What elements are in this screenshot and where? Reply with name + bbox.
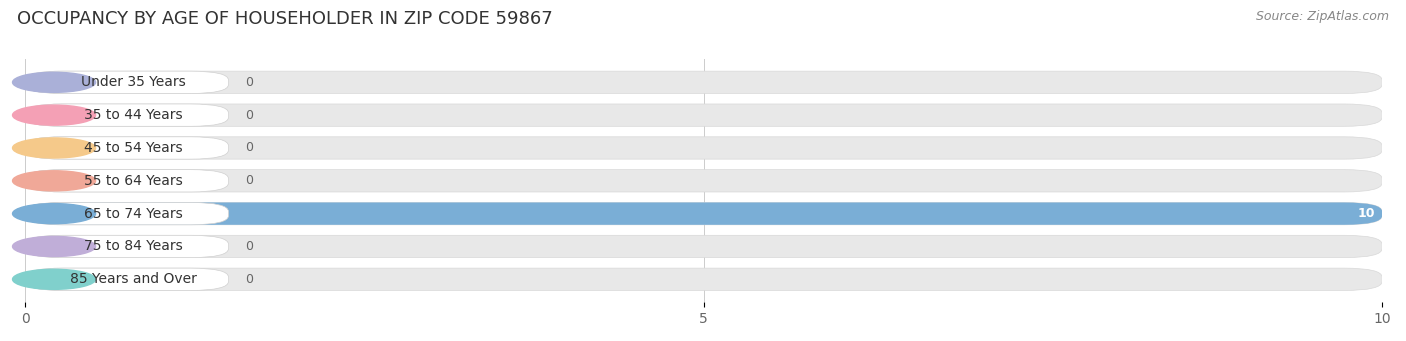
Text: 35 to 44 Years: 35 to 44 Years <box>84 108 183 122</box>
FancyBboxPatch shape <box>25 203 1382 225</box>
Circle shape <box>13 138 96 158</box>
Text: 0: 0 <box>245 142 253 154</box>
Text: 75 to 84 Years: 75 to 84 Years <box>84 239 183 253</box>
Text: 0: 0 <box>245 273 253 286</box>
FancyBboxPatch shape <box>25 268 229 291</box>
FancyBboxPatch shape <box>25 268 1382 291</box>
Text: 45 to 54 Years: 45 to 54 Years <box>84 141 183 155</box>
FancyBboxPatch shape <box>25 235 1382 258</box>
FancyBboxPatch shape <box>25 104 229 126</box>
FancyBboxPatch shape <box>25 203 1382 225</box>
Text: 0: 0 <box>245 76 253 89</box>
Text: 55 to 64 Years: 55 to 64 Years <box>84 174 183 188</box>
Circle shape <box>13 204 96 224</box>
Circle shape <box>13 236 96 256</box>
Text: 85 Years and Over: 85 Years and Over <box>70 272 197 286</box>
Text: OCCUPANCY BY AGE OF HOUSEHOLDER IN ZIP CODE 59867: OCCUPANCY BY AGE OF HOUSEHOLDER IN ZIP C… <box>17 10 553 28</box>
Text: 0: 0 <box>245 109 253 122</box>
Text: 10: 10 <box>1358 207 1375 220</box>
Text: 0: 0 <box>245 240 253 253</box>
Circle shape <box>13 171 96 191</box>
FancyBboxPatch shape <box>25 169 229 192</box>
FancyBboxPatch shape <box>25 104 1382 126</box>
FancyBboxPatch shape <box>25 203 229 225</box>
Text: 0: 0 <box>245 174 253 187</box>
Text: Under 35 Years: Under 35 Years <box>82 75 186 89</box>
FancyBboxPatch shape <box>25 235 229 258</box>
Circle shape <box>13 269 96 290</box>
Circle shape <box>13 72 96 92</box>
FancyBboxPatch shape <box>25 169 1382 192</box>
FancyBboxPatch shape <box>25 71 229 93</box>
FancyBboxPatch shape <box>25 137 229 159</box>
Text: 65 to 74 Years: 65 to 74 Years <box>84 207 183 221</box>
FancyBboxPatch shape <box>25 137 1382 159</box>
Text: Source: ZipAtlas.com: Source: ZipAtlas.com <box>1256 10 1389 23</box>
FancyBboxPatch shape <box>25 71 1382 93</box>
Circle shape <box>13 105 96 125</box>
